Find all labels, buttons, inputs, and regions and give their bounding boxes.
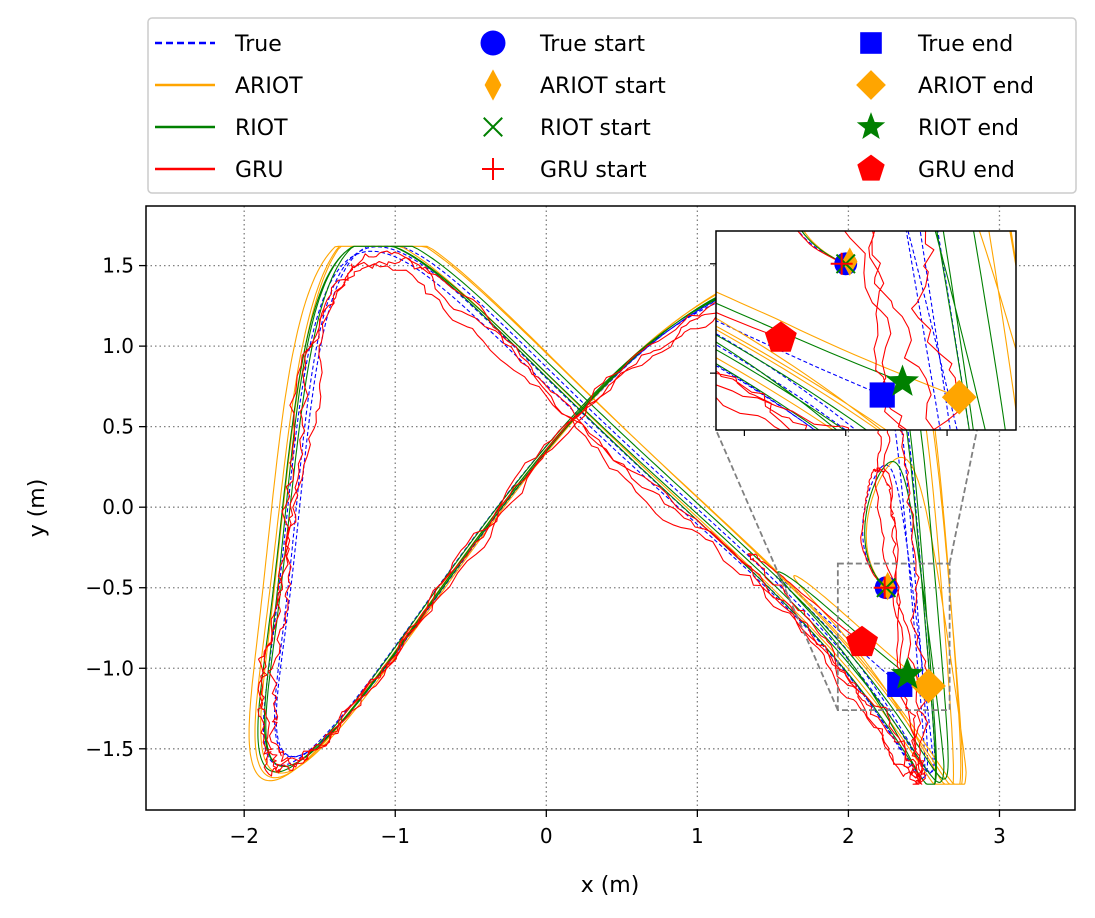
- legend-marker: [856, 70, 886, 100]
- legend-label: True: [234, 32, 282, 57]
- legend-item-ariot-start: ARIOT start: [484, 69, 666, 101]
- zoom-indicator: [715, 429, 978, 712]
- y-tick-label: −1.5: [85, 737, 134, 761]
- x-axis-label: x (m): [581, 873, 640, 898]
- legend-item-gru: GRU: [155, 158, 283, 183]
- x-tick-label: −1: [381, 824, 410, 848]
- y-tick-label: 0.0: [102, 495, 134, 519]
- series-group: [248, 245, 967, 785]
- legend-label: True start: [539, 32, 645, 57]
- marker-group: [846, 571, 946, 704]
- y-tick-label: −1.0: [85, 656, 134, 680]
- x-tick-label: −2: [229, 824, 258, 848]
- plot-frame: [145, 205, 1076, 811]
- legend-label: GRU: [235, 158, 283, 183]
- zoom-rectangle: [836, 562, 951, 712]
- legend-item-true-end: True end: [860, 32, 1013, 57]
- legend-item-gru-end: GRU end: [857, 154, 1015, 183]
- legend-item-riot: RIOT: [155, 116, 288, 141]
- inset-marker-gru-start: [830, 252, 853, 275]
- inset-marker-ariot-end: [941, 379, 977, 415]
- legend-marker: [483, 117, 503, 137]
- x-ticks: −2 −1 0 1 2 3: [229, 810, 1006, 848]
- y-tick-label: 1.5: [102, 254, 134, 278]
- legend-label: RIOT: [235, 116, 288, 141]
- marker-riot-end: [890, 657, 924, 689]
- x-tick-label: 1: [691, 824, 704, 848]
- legend-label: RIOT start: [540, 116, 651, 141]
- marker-gru-end: [846, 625, 878, 657]
- legend-box: [147, 17, 1077, 194]
- inset-marker-ariot-start: [842, 247, 858, 276]
- legend-label: ARIOT start: [540, 74, 666, 99]
- marker-gru-start: [873, 576, 896, 599]
- legend: True ARIOT RIOT GRU True start ARIOT start RIO…: [147, 17, 1077, 194]
- inset-marker-gru-end: [764, 321, 797, 352]
- legend-label: True end: [917, 32, 1013, 57]
- inset-marker-group: [764, 247, 977, 415]
- legend-label: GRU start: [540, 158, 647, 183]
- legend-label: ARIOT: [235, 74, 303, 99]
- y-tick-label: 1.0: [102, 334, 134, 358]
- legend-marker: [484, 69, 502, 101]
- y-ticks: −1.5 −1.0 −0.5 0.0 0.5 1.0 1.5: [85, 254, 146, 761]
- inset-marker-true-end: [869, 382, 895, 408]
- zoom-connector-left: [715, 429, 839, 711]
- x-tick-label: 3: [993, 824, 1006, 848]
- y-tick-label: 0.5: [102, 415, 134, 439]
- legend-item-riot-start: RIOT start: [483, 116, 651, 141]
- legend-label: RIOT end: [918, 116, 1019, 141]
- inset-axes: [710, 230, 1017, 436]
- marker-ariot-end: [911, 668, 946, 704]
- legend-item-true: True: [155, 32, 282, 57]
- zoom-connector-right: [948, 429, 978, 564]
- legend-marker: [482, 158, 504, 180]
- legend-item-true-start: True start: [480, 30, 645, 57]
- inset-ticks: [710, 263, 948, 436]
- y-tick-label: −0.5: [85, 576, 134, 600]
- series-line-gru: [257, 250, 931, 785]
- legend-marker: [857, 154, 885, 181]
- legend-label: GRU end: [918, 158, 1015, 183]
- legend-item-ariot: ARIOT: [155, 74, 303, 99]
- legend-label: ARIOT end: [918, 74, 1034, 99]
- inset-marker-riot-end: [886, 364, 919, 396]
- inset-frame: [715, 230, 1017, 431]
- y-axis-label: y (m): [25, 479, 50, 538]
- x-tick-label: 0: [540, 824, 553, 848]
- legend-marker: [480, 30, 506, 56]
- x-tick-label: 2: [842, 824, 855, 848]
- legend-item-riot-end: RIOT end: [856, 112, 1019, 141]
- legend-item-gru-start: GRU start: [482, 158, 647, 183]
- legend-item-ariot-end: ARIOT end: [856, 70, 1034, 100]
- legend-marker: [856, 112, 886, 139]
- legend-marker: [860, 32, 882, 54]
